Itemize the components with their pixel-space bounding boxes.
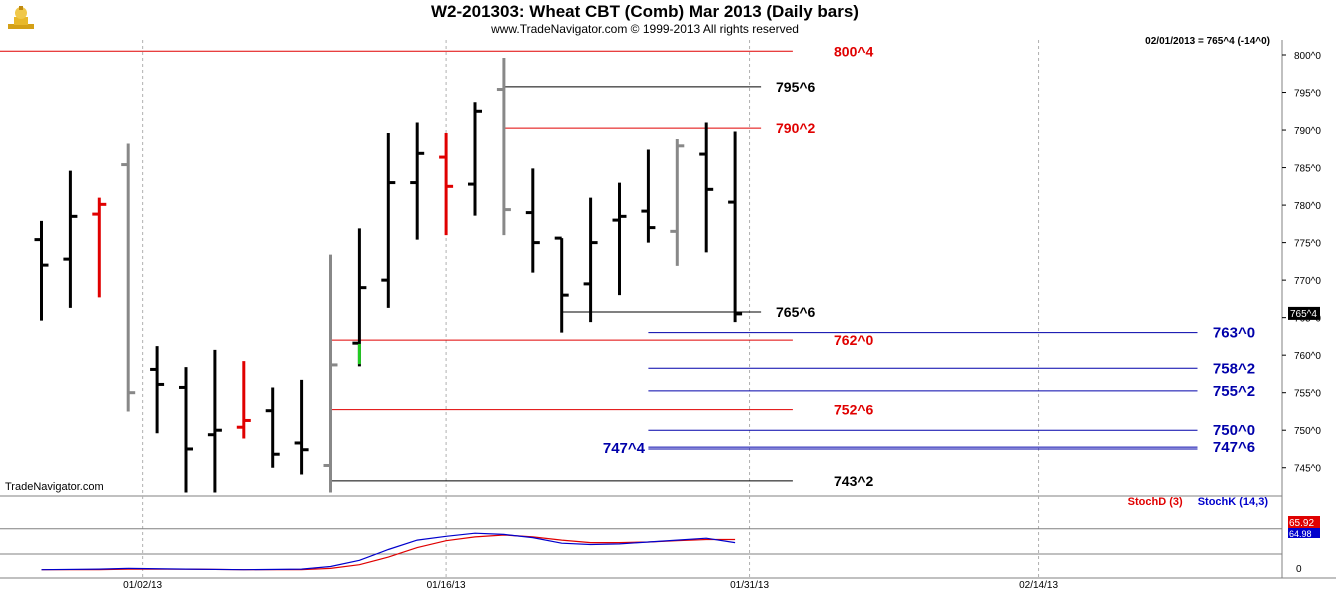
trophy-logo-icon (8, 6, 34, 29)
chart-title: W2-201303: Wheat CBT (Comb) Mar 2013 (Da… (431, 2, 859, 21)
stoch-axis-zero-label: 0 (1296, 564, 1302, 575)
ohlc-bar (236, 361, 251, 439)
price-levels: 800^4 795^6 790^2 765^6 762^0 752^6 743^2 763^0… (0, 43, 1255, 489)
price-level-label: 747^6 (1213, 439, 1255, 456)
price-tick-label: 800^0 (1294, 51, 1321, 62)
ohlc-bar (381, 133, 396, 308)
price-tick-label: 750^0 (1294, 426, 1321, 437)
ohlc-bar (294, 379, 309, 475)
date-tick-label: 01/31/13 (730, 580, 769, 591)
ohlc-bar (525, 168, 540, 273)
price-level-label: 758^2 (1213, 360, 1255, 377)
price-level-label: 743^2 (834, 473, 874, 489)
price-tick-label: 755^0 (1294, 389, 1321, 400)
stochd-line (41, 534, 736, 571)
chart-frame (0, 40, 1336, 579)
ohlc-bar (323, 254, 338, 493)
price-level-label: 800^4 (834, 43, 874, 59)
date-axis: 01/02/13 01/16/13 01/31/13 02/14/13 (123, 580, 1058, 591)
price-tick-label: 775^0 (1294, 239, 1321, 250)
ohlc-bar (207, 349, 222, 493)
ohlc-bar (439, 133, 454, 236)
ohlc-bar (670, 139, 685, 266)
price-level-label: 755^2 (1213, 383, 1255, 400)
stochd-value-label: 65.92 (1289, 518, 1314, 529)
price-tick-label: 760^0 (1294, 351, 1321, 362)
stochk-value-label: 64.98 (1289, 529, 1312, 539)
price-level-label: 765^6 (776, 304, 816, 320)
price-level-label: 762^0 (834, 332, 874, 348)
ohlc-bar (150, 346, 165, 434)
price-level-label: 795^6 (776, 79, 816, 95)
stochd-value-tag (1288, 516, 1320, 528)
ohlc-bar (34, 220, 49, 321)
price-tick-label: 745^0 (1294, 464, 1321, 475)
current-price-label: 765^4 (1290, 309, 1317, 320)
price-axis: 745^0750^0755^0760^0765^0770^0775^0780^0… (1282, 51, 1321, 475)
ohlc-bar (728, 131, 743, 323)
brand-watermark: TradeNavigator.com (5, 481, 104, 493)
chart-subtitle: www.TradeNavigator.com © 1999-2013 All r… (491, 22, 799, 36)
price-level-label: 790^2 (776, 120, 816, 136)
price-level-label: 752^6 (834, 402, 874, 418)
ohlc-bar (410, 122, 425, 240)
date-tick-label: 02/14/13 (1019, 580, 1058, 591)
ohlc-bar (496, 58, 511, 236)
price-tick-label: 770^0 (1294, 276, 1321, 287)
price-tick-label: 790^0 (1294, 126, 1321, 137)
date-tick-label: 01/16/13 (427, 580, 466, 591)
ohlc-bar (265, 387, 280, 468)
price-tick-label: 795^0 (1294, 89, 1321, 100)
current-price-tag (1288, 306, 1320, 320)
stochk-line (41, 532, 736, 571)
price-level-label: 747^4 (603, 440, 646, 457)
price-level-label: 750^0 (1213, 422, 1255, 439)
date-tick-label: 01/02/13 (123, 580, 162, 591)
ohlc-bar (179, 367, 193, 493)
ohlc-bar (63, 170, 78, 308)
stochastic-legend: StochD (3) StochK (14,3) (1128, 496, 1268, 508)
ohlc-bar (121, 143, 136, 412)
ohlc-bar (352, 228, 367, 367)
price-level-label: 763^0 (1213, 325, 1255, 342)
price-readout: 02/01/2013 = 765^4 (-14^0) (1145, 36, 1270, 47)
ohlc-bar (641, 149, 656, 243)
ohlc-bar (468, 102, 482, 216)
ohlc-bar (612, 182, 627, 296)
stochk-legend-label: StochK (14,3) (1197, 496, 1268, 508)
ohlc-bar (583, 197, 598, 323)
ohlc-bars[interactable] (34, 58, 743, 493)
price-tick-label: 780^0 (1294, 201, 1321, 212)
ohlc-bar (92, 197, 107, 298)
price-tick-label: 785^0 (1294, 164, 1321, 175)
stochd-legend-label: StochD (3) (1127, 496, 1183, 508)
ohlc-bar (699, 122, 714, 253)
ohlc-bar (554, 236, 569, 333)
stochk-value-tag (1288, 528, 1320, 538)
